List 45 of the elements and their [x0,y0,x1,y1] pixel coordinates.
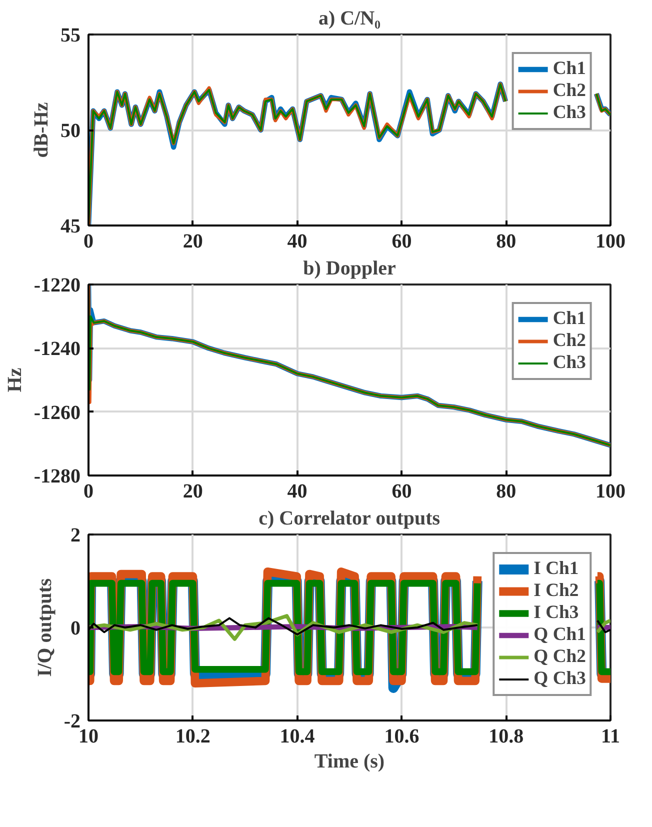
chart-title: c) Correlator outputs [258,508,440,530]
legend-label: I Ch1 [534,558,579,580]
legend-label: Ch2 [552,80,586,102]
y-tick-label: 2 [70,524,80,546]
x-tick-label: 10.8 [488,726,524,748]
x-tick-label: 20 [182,230,203,252]
legend-label: Ch3 [552,102,586,124]
y-tick-label: -2 [64,710,81,732]
chart-title: b) Doppler [303,258,396,280]
legend-label: Ch1 [552,308,586,330]
y-axis-title: Hz [4,368,26,392]
x-tick-label: 80 [496,230,516,252]
x-tick-label: 60 [392,230,412,252]
legend-label: Q Ch1 [534,624,586,646]
x-tick-label: 40 [287,230,308,252]
x-tick-label: 40 [287,480,308,502]
y-tick-label: -1220 [34,274,81,296]
x-tick-label: 10.6 [384,726,420,748]
y-axis-title: dB-Hz [30,102,52,158]
y-tick-label: -1240 [34,338,81,360]
legend-label: I Ch2 [534,580,579,602]
y-tick-label: 55 [60,24,80,46]
y-tick-label: 45 [60,216,80,238]
x-tick-label: 80 [496,480,516,502]
y-tick-label: 0 [70,618,80,640]
y-tick-label: -1280 [34,466,81,488]
x-tick-label: 10.2 [175,726,210,748]
y-tick-label: -1260 [34,402,81,424]
x-tick-label: 11 [601,726,620,748]
y-tick-label: 50 [60,120,80,142]
legend-label: Q Ch3 [534,668,586,690]
chart-title: a) C/N₀ [318,8,381,30]
legend-label: I Ch3 [534,602,579,624]
legend-label: Ch1 [552,58,586,80]
x-tick-label: 60 [392,480,412,502]
x-tick-label: 100 [596,480,626,502]
x-tick-label: 20 [182,480,203,502]
x-tick-label: 10 [78,726,98,748]
legend-label: Ch2 [552,330,586,352]
x-axis-title: Time (s) [314,750,385,772]
x-tick-label: 100 [596,230,626,252]
legend-label: Q Ch2 [534,646,586,668]
x-tick-label: 10.4 [280,726,315,748]
y-axis-title: I/Q outputs [34,578,56,677]
legend-label: Ch3 [552,352,586,374]
